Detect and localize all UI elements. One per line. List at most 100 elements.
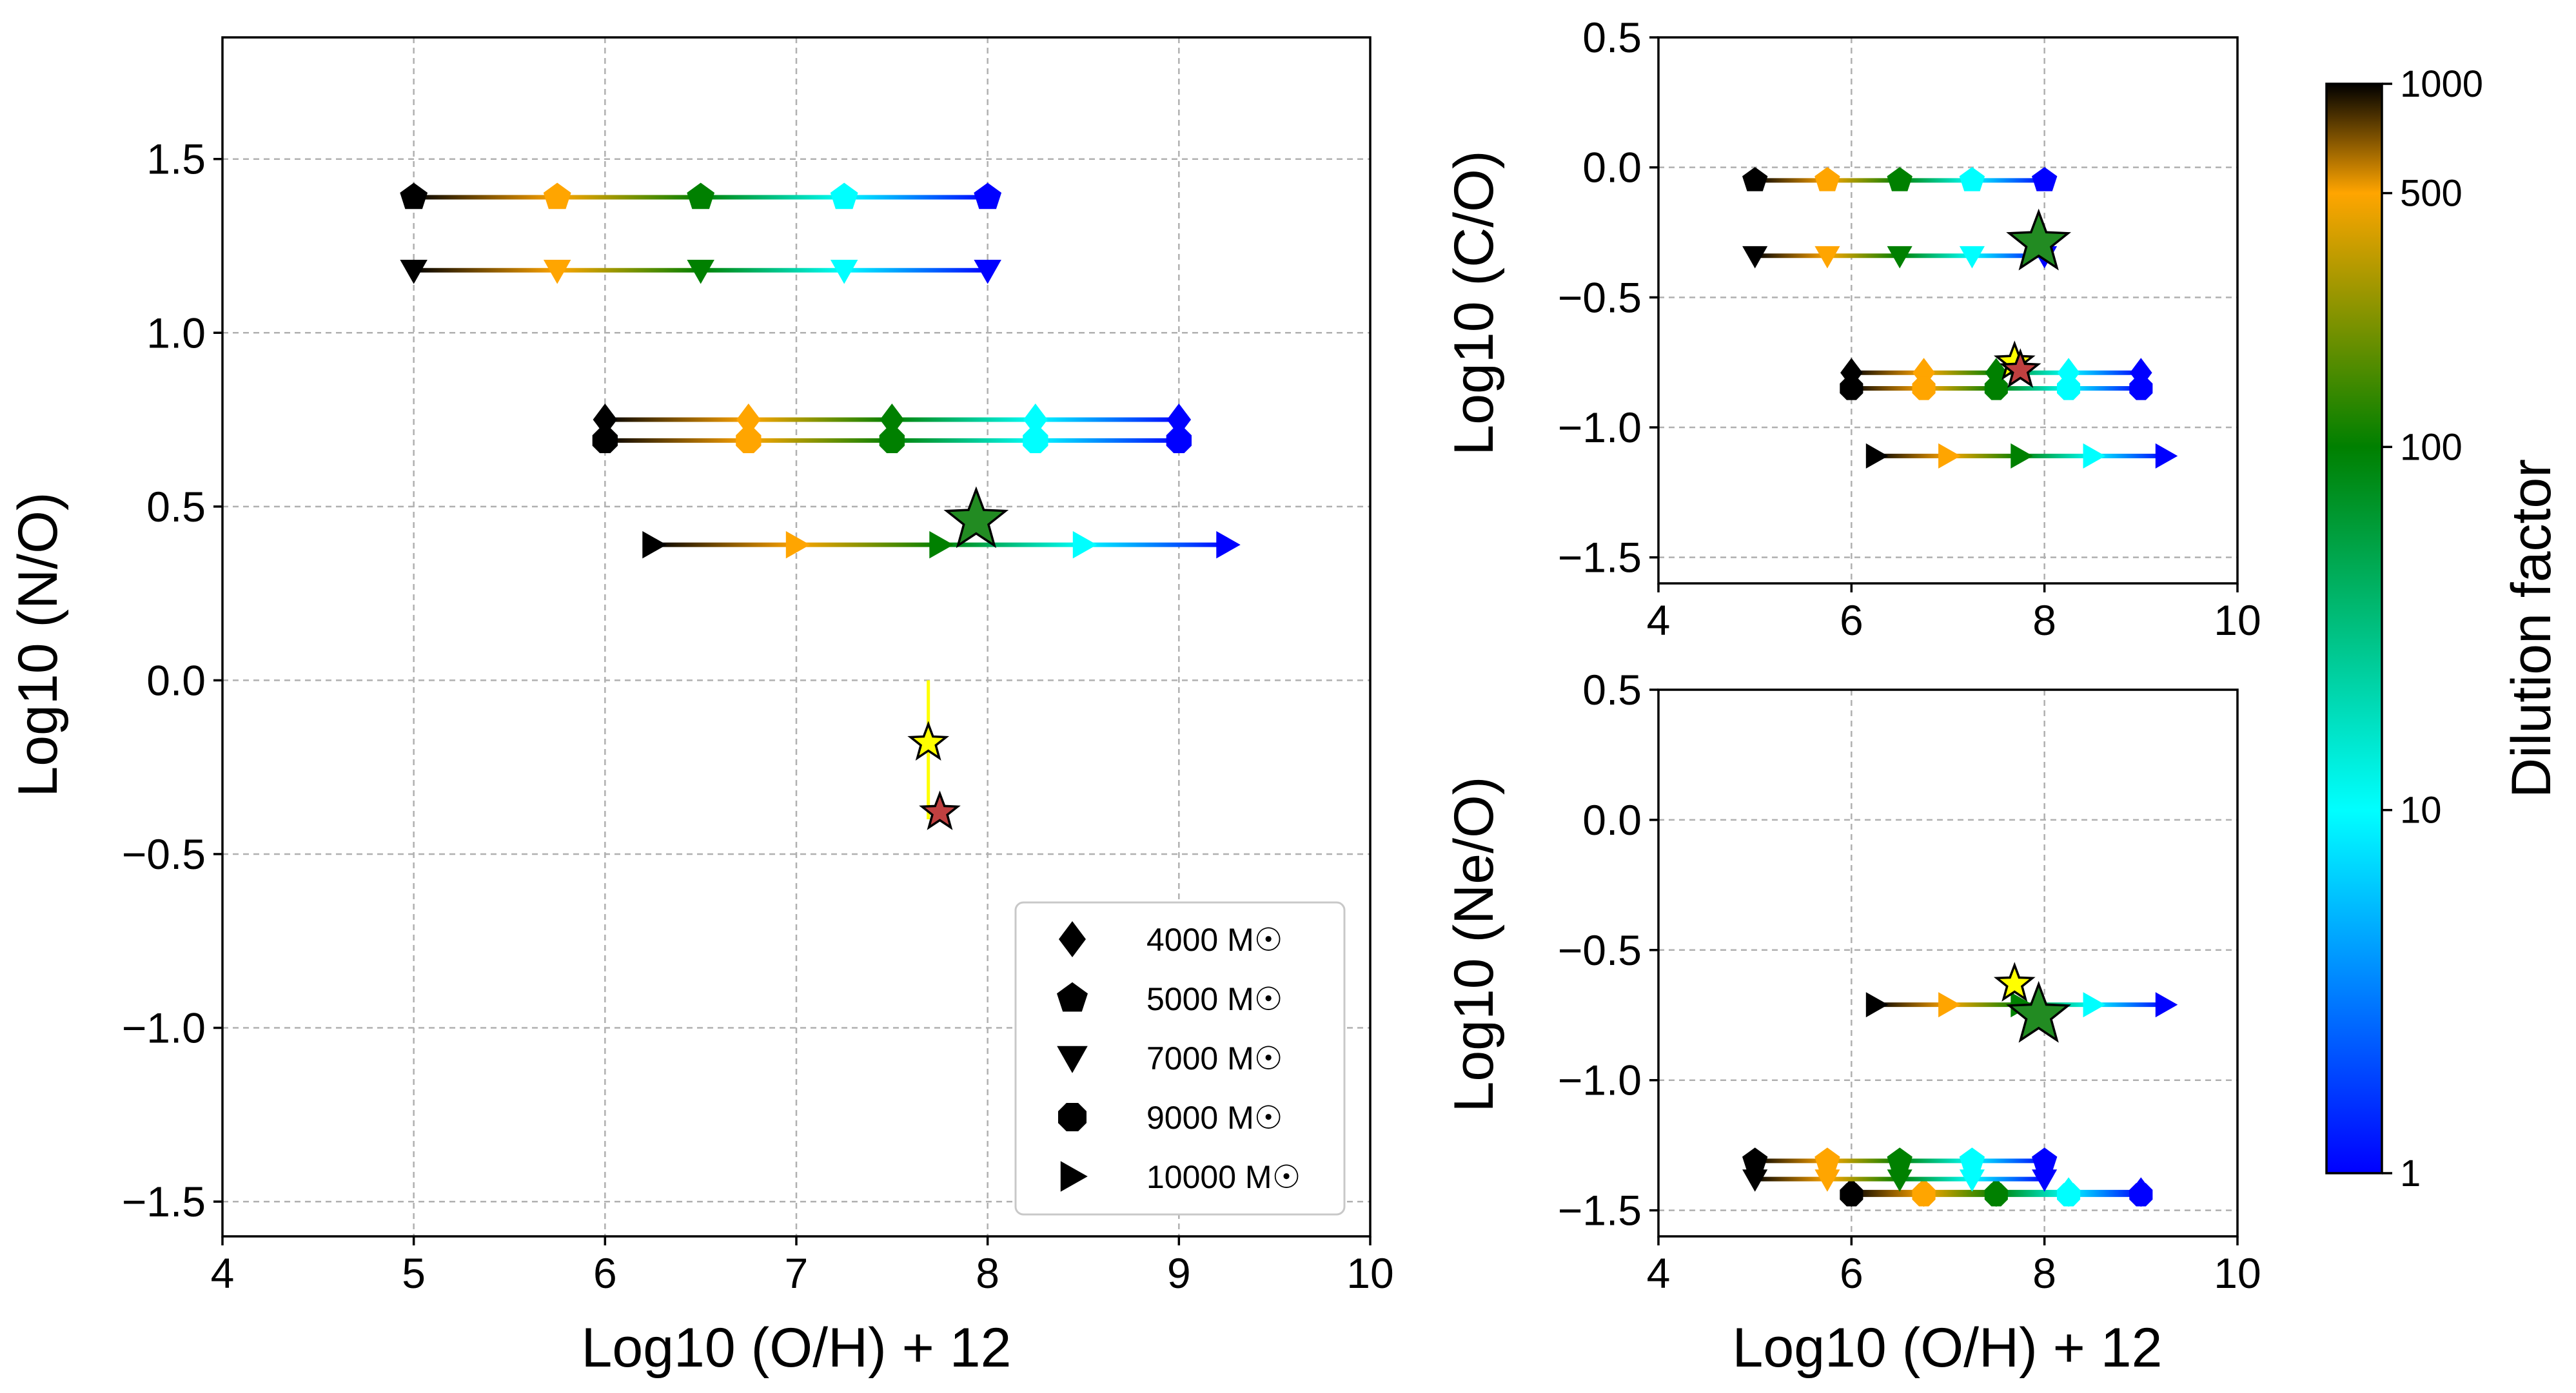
data-marker — [1938, 443, 1961, 469]
series-pentagon — [1742, 167, 2058, 191]
colorbar-frame — [2325, 83, 2383, 1174]
data-marker — [1072, 531, 1097, 559]
star-marker — [919, 790, 961, 830]
data-marker — [830, 182, 858, 209]
series-triangle-right — [1865, 443, 2178, 469]
colorbar-tick-label: 10 — [2400, 790, 2442, 832]
data-marker — [1959, 167, 1985, 191]
data-marker — [1938, 992, 1961, 1018]
y-tick-label: −1.0 — [1558, 404, 1642, 451]
series-octagon — [1840, 1183, 2153, 1207]
y-tick-label: 0.0 — [1582, 796, 1642, 844]
observation-star — [943, 486, 1009, 549]
x-tick-label: 4 — [1647, 1249, 1671, 1297]
legend-marker — [1060, 1161, 1088, 1192]
observation-star — [1999, 348, 2041, 388]
x-tick-label: 4 — [211, 1249, 235, 1297]
star-marker — [907, 721, 950, 761]
legend-marker — [1057, 1046, 1088, 1073]
data-marker — [2032, 167, 2058, 191]
y-tick-label: 0.5 — [1582, 666, 1642, 714]
y-tick-label: 0.0 — [146, 656, 206, 704]
data-marker — [879, 427, 905, 453]
data-marker — [543, 260, 571, 284]
y-tick-label: −1.5 — [1558, 1187, 1642, 1234]
data-marker — [1742, 1169, 1768, 1192]
data-marker — [543, 182, 571, 209]
data-marker — [2155, 992, 2178, 1018]
legend-label: 4000 M☉ — [1146, 922, 1283, 958]
data-marker — [1742, 1147, 1768, 1172]
y-axis-label: Log10 (N/O) — [7, 492, 69, 797]
y-tick-label: 0.5 — [146, 483, 206, 531]
data-marker — [1887, 1169, 1912, 1192]
data-marker — [929, 531, 954, 559]
y-tick-label: −0.5 — [122, 830, 206, 878]
panel-co: 4 6 8 10 −1.5 −1.0 −0.5 0.0 0.5 Log10 (C/O) — [1443, 14, 2261, 644]
legend-marker — [1059, 921, 1086, 957]
data-marker — [1166, 404, 1192, 436]
colorbar: 1000 500 100 10 1 Dilution factor — [2325, 63, 2562, 1194]
legend-box — [1014, 901, 1346, 1216]
data-marker — [1865, 443, 1889, 469]
data-marker — [1887, 1147, 1912, 1172]
x-axis-label: Log10 (O/H) + 12 — [582, 1317, 1012, 1379]
panel-neo: 4 6 8 10 −1.5 −1.0 −0.5 0.0 0.5 Log10 (O/H) + 12 L… — [1443, 666, 2261, 1379]
data-marker — [1840, 376, 1863, 400]
y-axis-label: Log10 (Ne/O) — [1443, 776, 1505, 1112]
data-marker — [2083, 992, 2106, 1018]
data-marker — [2057, 376, 2081, 400]
data-marker — [1984, 1183, 2008, 1207]
axes-frame — [1657, 688, 2239, 1238]
series-triangle-down — [1742, 246, 2058, 269]
colorbar-tick-label: 100 — [2400, 426, 2463, 468]
data-marker — [1959, 246, 1985, 269]
series-octagon — [592, 427, 1192, 453]
observation-star — [2006, 208, 2072, 271]
data-marker — [687, 260, 714, 284]
data-marker — [400, 182, 428, 209]
data-marker — [1814, 1169, 1840, 1192]
y-tick-label: 0.0 — [1582, 144, 1642, 191]
data-marker — [2032, 1147, 2058, 1172]
legend: 4000 M☉ 5000 M☉ 7000 M☉ 9000 M☉ 10000 M☉ — [1014, 901, 1346, 1216]
legend-label: 10000 M☉ — [1146, 1159, 1301, 1195]
series-diamond — [593, 404, 1192, 436]
axes-frame — [1657, 36, 2239, 585]
data-marker — [1887, 246, 1912, 269]
data-marker — [2032, 1169, 2058, 1192]
data-marker — [1959, 1169, 1985, 1192]
data-marker — [1023, 404, 1048, 436]
data-marker — [2057, 1183, 2081, 1207]
data-marker — [1216, 531, 1241, 559]
y-tick-label: −1.0 — [1558, 1057, 1642, 1104]
data-marker — [2083, 443, 2106, 469]
data-marker — [1814, 246, 1840, 269]
legend-marker — [1057, 982, 1088, 1012]
y-tick-label: −0.5 — [1558, 926, 1642, 974]
legend-label: 9000 M☉ — [1146, 1100, 1283, 1136]
series-pentagon — [400, 182, 1002, 209]
colorbar-label: Dilution factor — [2501, 459, 2562, 798]
data-marker — [1865, 992, 1889, 1018]
star-marker — [2006, 980, 2072, 1043]
data-marker — [1814, 167, 1840, 191]
x-tick-label: 8 — [976, 1249, 999, 1297]
data-marker — [1840, 1183, 1863, 1207]
data-marker — [2129, 376, 2153, 400]
data-marker — [736, 404, 761, 436]
data-marker — [974, 260, 1001, 284]
y-tick-label: −0.5 — [1558, 273, 1642, 321]
data-marker — [1887, 167, 1912, 191]
y-tick-label: 1.0 — [146, 309, 206, 356]
data-marker — [642, 531, 667, 559]
colorbar-tick-label: 500 — [2400, 173, 2463, 215]
x-tick-label: 10 — [2214, 1249, 2261, 1297]
colorbar-tick-label: 1000 — [2400, 63, 2483, 105]
x-tick-label: 10 — [1346, 1249, 1393, 1297]
data-marker — [1959, 1147, 1985, 1172]
x-tick-label: 9 — [1167, 1249, 1191, 1297]
star-marker — [2006, 208, 2072, 271]
x-tick-label: 6 — [1840, 596, 1863, 644]
data-marker — [2129, 1183, 2153, 1207]
